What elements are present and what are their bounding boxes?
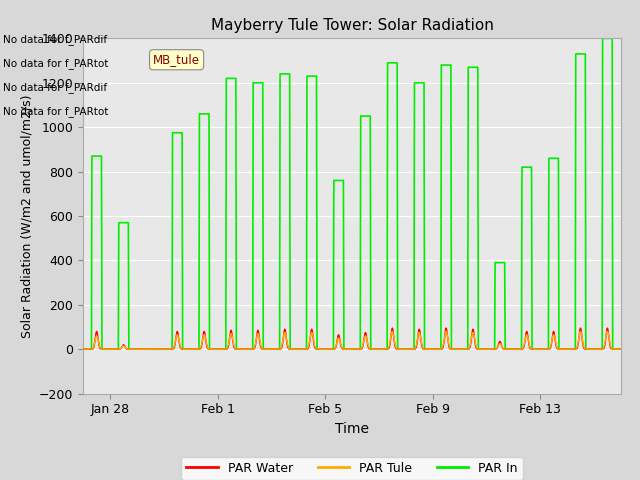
PAR In xyxy=(280,71,287,77)
PAR Water xyxy=(97,346,105,352)
Line: PAR Water: PAR Water xyxy=(83,328,621,349)
Title: Mayberry Tule Tower: Solar Radiation: Mayberry Tule Tower: Solar Radiation xyxy=(211,18,493,33)
Text: MB_tule: MB_tule xyxy=(153,53,200,66)
X-axis label: Time: Time xyxy=(335,422,369,436)
PAR Tule xyxy=(79,346,87,352)
PAR Tule xyxy=(97,346,105,351)
PAR Tule xyxy=(147,347,154,352)
Text: No data for f_PARdif: No data for f_PARdif xyxy=(3,82,108,93)
PAR Water xyxy=(147,347,154,352)
Y-axis label: Solar Radiation (W/m2 and umol/m2/s): Solar Radiation (W/m2 and umol/m2/s) xyxy=(20,94,33,338)
PAR Tule xyxy=(280,332,287,338)
Text: No data for f_PARtot: No data for f_PARtot xyxy=(3,106,109,117)
Line: PAR Tule: PAR Tule xyxy=(83,331,621,349)
Text: No data for f_PARdif: No data for f_PARdif xyxy=(3,34,108,45)
Text: No data for f_PARtot: No data for f_PARtot xyxy=(3,58,109,69)
PAR Water xyxy=(280,331,287,336)
PAR Water xyxy=(236,346,243,352)
PAR Tule xyxy=(388,328,396,334)
PAR In xyxy=(97,153,105,159)
PAR Water xyxy=(96,346,104,351)
Line: PAR In: PAR In xyxy=(83,38,621,349)
PAR Tule xyxy=(617,346,625,352)
PAR Tule xyxy=(236,346,243,352)
PAR In xyxy=(598,36,606,41)
Legend: PAR Water, PAR Tule, PAR In: PAR Water, PAR Tule, PAR In xyxy=(181,456,523,480)
PAR In xyxy=(86,347,93,352)
PAR Water xyxy=(86,346,93,352)
PAR In xyxy=(96,153,104,159)
PAR In xyxy=(79,347,87,352)
PAR In xyxy=(617,347,625,352)
PAR Water xyxy=(612,346,620,352)
PAR Tule xyxy=(96,345,104,350)
PAR Tule xyxy=(86,346,93,352)
PAR Water xyxy=(388,325,396,331)
PAR Water xyxy=(79,347,87,352)
PAR Water xyxy=(617,347,625,352)
PAR In xyxy=(612,347,620,352)
PAR In xyxy=(236,347,243,352)
PAR Tule xyxy=(612,346,620,352)
